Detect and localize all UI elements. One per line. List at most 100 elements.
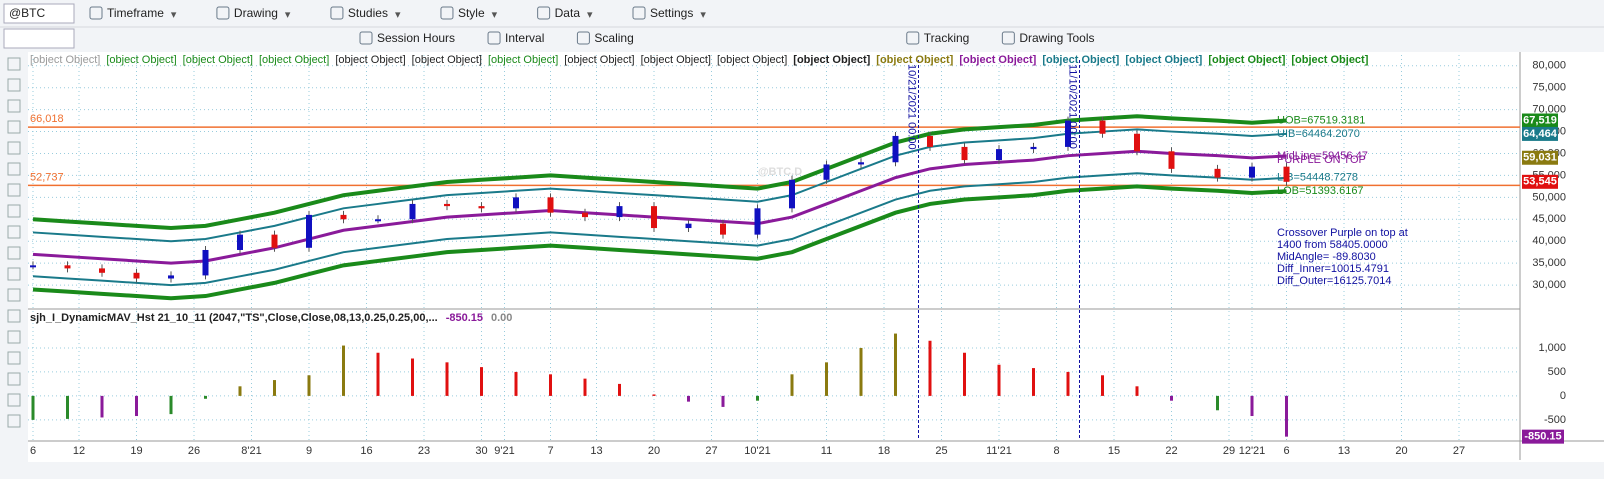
header-item: [object Object] bbox=[412, 54, 482, 66]
x-tick-label: 27 bbox=[705, 445, 717, 457]
side-tool[interactable] bbox=[7, 141, 21, 155]
symbol-box[interactable] bbox=[3, 3, 75, 24]
band-line bbox=[32, 149, 1287, 265]
x-tick-label: 15 bbox=[1108, 445, 1120, 457]
candle bbox=[99, 268, 105, 273]
header-item: [object Object] bbox=[106, 54, 176, 66]
vline-label: 10/21/2021 00:00 bbox=[906, 64, 918, 150]
input-box[interactable] bbox=[3, 28, 75, 49]
candle bbox=[823, 164, 830, 180]
annotation: 1400 from 58405.0000 bbox=[1277, 239, 1388, 251]
toolbar-button[interactable]: Timeframe bbox=[107, 6, 164, 20]
side-tool[interactable] bbox=[7, 99, 21, 113]
header-item: [object Object] bbox=[641, 54, 711, 66]
dropdown-arrow: ▾ bbox=[395, 9, 401, 21]
candle bbox=[547, 197, 554, 213]
side-tool[interactable] bbox=[7, 414, 21, 428]
side-tool[interactable] bbox=[7, 267, 21, 281]
candle bbox=[306, 214, 312, 248]
x-tick-label: 6 bbox=[1283, 445, 1289, 457]
candle bbox=[789, 179, 795, 209]
histogram-bar bbox=[100, 395, 104, 418]
side-tool[interactable] bbox=[7, 162, 21, 176]
toolbar-icon bbox=[487, 31, 501, 45]
toolbar-button[interactable]: Drawing Tools bbox=[1019, 31, 1094, 45]
candle bbox=[409, 203, 416, 220]
histogram-bar bbox=[1135, 386, 1139, 396]
candle bbox=[271, 234, 278, 248]
candle bbox=[1134, 133, 1140, 152]
side-tool[interactable] bbox=[7, 351, 21, 365]
dropdown-arrow: ▾ bbox=[587, 9, 593, 21]
toolbar-button[interactable]: Drawing bbox=[234, 6, 278, 20]
annotation: MidAngle= -89.8030 bbox=[1277, 251, 1376, 263]
histogram-bar bbox=[1101, 375, 1104, 396]
toolbar-icon bbox=[440, 6, 454, 20]
side-tool[interactable] bbox=[7, 309, 21, 323]
status-text: PURPLE ON TOP bbox=[1277, 154, 1366, 166]
toolbar-button[interactable]: Settings bbox=[650, 6, 693, 20]
candle bbox=[1168, 151, 1175, 169]
hline-label: 52,737 bbox=[30, 171, 64, 183]
side-tool[interactable] bbox=[7, 372, 21, 386]
side-tool[interactable] bbox=[7, 225, 21, 239]
toolbar-button[interactable]: Scaling bbox=[594, 31, 633, 45]
histogram-bar bbox=[618, 383, 621, 396]
x-tick-label: 25 bbox=[935, 445, 947, 457]
x-tick-label: 13 bbox=[590, 445, 602, 457]
band-line bbox=[32, 114, 1287, 231]
side-tool[interactable] bbox=[7, 183, 21, 197]
x-tick-label: 8'21 bbox=[241, 445, 261, 457]
x-tick-label: 10'21 bbox=[744, 445, 771, 457]
y-tick-label: -500 bbox=[1544, 414, 1566, 426]
price-box-label: 53,545 bbox=[1523, 176, 1557, 188]
watermark: @BTC.D bbox=[758, 166, 802, 178]
dropdown-arrow: ▾ bbox=[492, 9, 498, 21]
x-tick-label: 7 bbox=[547, 445, 553, 457]
side-tool[interactable] bbox=[7, 57, 21, 71]
candle bbox=[168, 275, 174, 279]
histogram-bar bbox=[894, 333, 897, 396]
histogram-bar bbox=[204, 395, 207, 399]
candle bbox=[1214, 168, 1221, 178]
x-tick-label: 22 bbox=[1165, 445, 1177, 457]
candle bbox=[340, 214, 347, 220]
histogram-bar bbox=[549, 374, 552, 396]
side-tool[interactable] bbox=[7, 393, 21, 407]
toolbar-button[interactable]: Data bbox=[555, 6, 581, 20]
toolbar-button[interactable]: Tracking bbox=[924, 31, 970, 45]
candle bbox=[651, 206, 657, 229]
side-tool[interactable] bbox=[7, 78, 21, 92]
toolbar-button[interactable]: Studies bbox=[348, 6, 388, 20]
y-tick-label: 40,000 bbox=[1532, 235, 1566, 247]
x-tick-label: 29 bbox=[1223, 445, 1235, 457]
candle bbox=[1030, 146, 1037, 150]
histogram-bar bbox=[445, 362, 449, 396]
side-tool[interactable] bbox=[7, 204, 21, 218]
toolbar-button[interactable]: Session Hours bbox=[377, 31, 455, 45]
histogram-bar bbox=[859, 347, 863, 396]
histogram-bar bbox=[273, 380, 276, 396]
header-item: [object Object] bbox=[1125, 54, 1202, 66]
side-tool[interactable] bbox=[7, 246, 21, 260]
price-box-label: 59,031 bbox=[1523, 152, 1557, 164]
x-tick-label: 18 bbox=[878, 445, 890, 457]
side-tool[interactable] bbox=[7, 120, 21, 134]
x-tick-label: 8 bbox=[1053, 445, 1059, 457]
histogram-bar bbox=[31, 395, 35, 420]
toolbar-button[interactable]: Style bbox=[458, 6, 485, 20]
side-tool[interactable] bbox=[7, 330, 21, 344]
y-tick-label: 30,000 bbox=[1532, 279, 1566, 291]
histogram-bar bbox=[307, 375, 311, 396]
x-tick-label: 12'21 bbox=[1239, 445, 1266, 457]
header-item: [object Object] bbox=[30, 54, 100, 66]
toolbar bbox=[0, 0, 1604, 52]
toolbar-button[interactable]: Interval bbox=[505, 31, 544, 45]
candle bbox=[1065, 120, 1071, 147]
side-tool[interactable] bbox=[7, 288, 21, 302]
candle bbox=[616, 206, 623, 218]
dropdown-arrow: ▾ bbox=[700, 9, 706, 21]
dropdown-arrow: ▾ bbox=[171, 9, 177, 21]
x-tick-label: 23 bbox=[418, 445, 430, 457]
